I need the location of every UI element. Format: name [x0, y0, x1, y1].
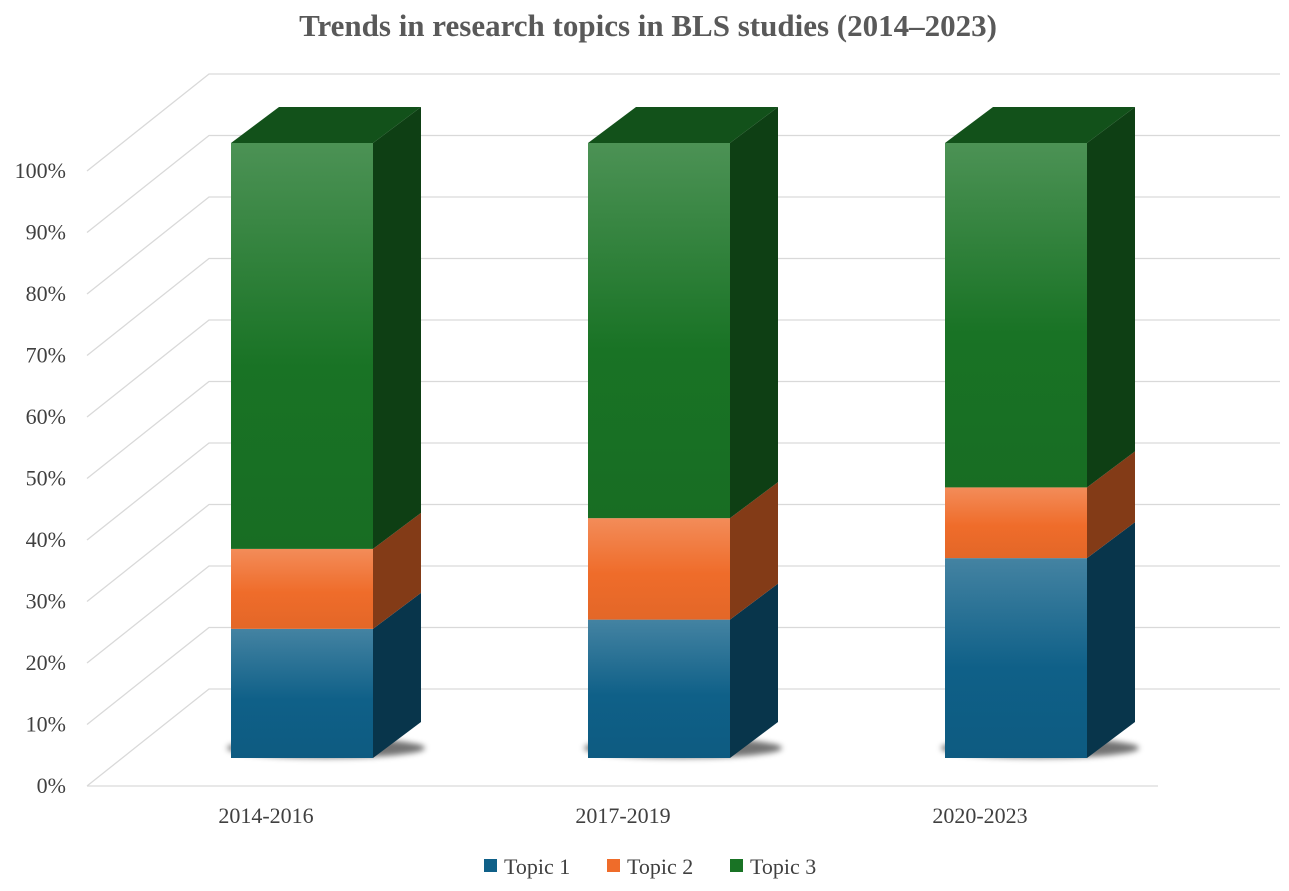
bar-side-Topic 1 — [1087, 522, 1135, 758]
bar-segment — [231, 143, 373, 549]
y-tick-label: 50% — [26, 466, 66, 491]
bar-segment — [231, 628, 373, 758]
legend-item: Topic 3 — [730, 854, 816, 879]
bar-group-2017-2019 — [584, 107, 782, 758]
gridline-10 — [86, 626, 1280, 726]
legend-swatch — [607, 859, 620, 872]
y-tick-label: 10% — [26, 712, 66, 737]
bar-side-Topic 3 — [730, 107, 778, 519]
legend-item: Topic 2 — [607, 854, 693, 879]
legend-swatch — [730, 859, 743, 872]
legend-label: Topic 1 — [504, 854, 570, 879]
legend-label: Topic 3 — [750, 854, 816, 879]
bar-top-Topic 3 — [945, 107, 1135, 143]
y-tick-label: 0% — [37, 773, 66, 798]
gridline-20 — [86, 565, 1280, 664]
bar-side-Topic 2 — [730, 482, 778, 620]
bar-segment — [588, 619, 730, 758]
bar-side-Topic 3 — [373, 107, 421, 549]
bar-side-Topic 1 — [373, 592, 421, 758]
gridline-80 — [86, 196, 1280, 295]
bars — [227, 107, 1139, 758]
legend-item: Topic 1 — [484, 854, 570, 879]
gridline-90 — [86, 134, 1280, 234]
bar-side-Topic 3 — [1087, 107, 1135, 488]
x-category-label: 2020-2023 — [932, 803, 1027, 828]
y-tick-label: 100% — [15, 158, 66, 183]
x-category-label: 2014-2016 — [218, 803, 313, 828]
gridline-100 — [86, 73, 1280, 172]
x-category-label: 2017-2019 — [575, 803, 670, 828]
chart-title: Trends in research topics in BLS studies… — [299, 8, 997, 43]
gridlines — [86, 73, 1280, 787]
legend-swatch — [484, 859, 497, 872]
y-tick-label: 90% — [26, 220, 66, 245]
legend: Topic 1 Topic 2 Topic 3 — [484, 854, 816, 879]
gridline-40 — [86, 442, 1280, 541]
legend-label: Topic 2 — [627, 854, 693, 879]
bar-segment — [945, 558, 1087, 758]
y-axis-tick-labels: 0% 10% 20% 30% 40% 50% 60% 70% 80% 90% 100% — [15, 158, 66, 798]
y-tick-label: 70% — [26, 343, 66, 368]
y-tick-label: 80% — [26, 281, 66, 306]
bar-group-2020-2023 — [941, 107, 1139, 758]
bar-top-Topic 3 — [231, 107, 421, 143]
gridline-50 — [86, 380, 1280, 480]
y-tick-label: 20% — [26, 650, 66, 675]
bar-side-Topic 2 — [373, 512, 421, 629]
y-tick-label: 40% — [26, 527, 66, 552]
bar-top-Topic 3 — [588, 107, 778, 143]
bar-side-Topic 1 — [730, 583, 778, 758]
bar-segment — [231, 548, 373, 629]
y-tick-label: 60% — [26, 404, 66, 429]
bar-segment — [945, 143, 1087, 488]
bar-side-Topic 2 — [1087, 451, 1135, 559]
gridline-30 — [86, 503, 1280, 603]
gridline-60 — [86, 319, 1280, 418]
y-tick-label: 30% — [26, 589, 66, 614]
bar-segment — [945, 487, 1087, 559]
gridline-70 — [86, 257, 1280, 357]
x-axis-category-labels: 2014-2016 2017-2019 2020-2023 — [218, 803, 1027, 828]
bar-segment — [588, 143, 730, 519]
bar-group-2014-2016 — [227, 107, 425, 758]
bar-segment — [588, 518, 730, 620]
gridline-0 — [86, 688, 1280, 787]
